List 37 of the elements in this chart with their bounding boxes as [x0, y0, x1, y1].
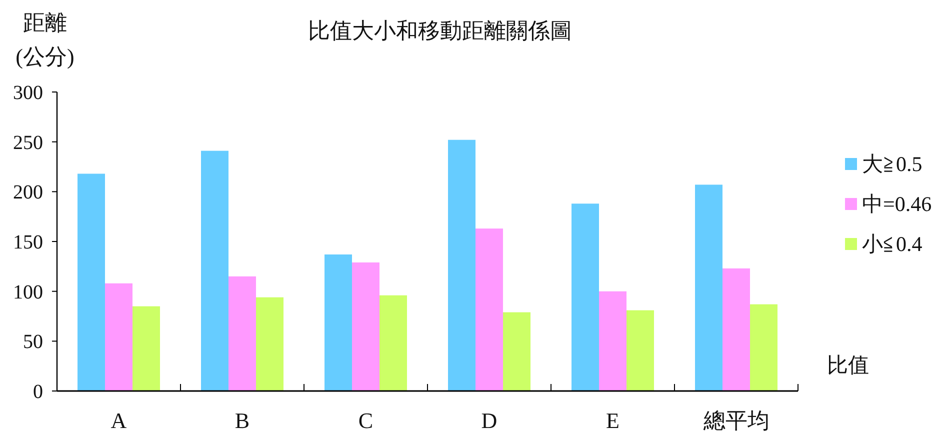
- bar: [324, 254, 352, 391]
- x-tick-label: A: [110, 408, 127, 433]
- x-tick-label: 總平均: [702, 408, 770, 433]
- bar: [448, 140, 476, 391]
- y-tick-label: 100: [13, 281, 43, 304]
- bar: [78, 174, 105, 391]
- y-tick-label: 250: [13, 132, 43, 154]
- y-tick-label: 50: [23, 331, 43, 354]
- legend-label: 中=0.46: [862, 192, 932, 216]
- bar: [599, 291, 626, 391]
- bar: [750, 304, 778, 391]
- bar: [626, 310, 654, 391]
- x-tick-label: B: [234, 408, 250, 433]
- y-tick-label: 150: [13, 232, 43, 254]
- bar: [380, 295, 407, 391]
- bar: [132, 306, 160, 391]
- x-tick-label: E: [606, 408, 620, 433]
- legend-label: 小≦0.4: [862, 232, 923, 256]
- bar: [503, 312, 530, 391]
- x-tick-label: C: [358, 408, 374, 433]
- x-tick-label: D: [481, 408, 498, 433]
- y-tick-label: 200: [13, 182, 43, 204]
- y-tick-label: 300: [13, 82, 43, 104]
- bar: [695, 184, 722, 391]
- y-tick-label: 0: [33, 381, 43, 403]
- bar: [572, 204, 599, 391]
- bar: [228, 276, 256, 391]
- y-axis-title: 距離 (公分): [16, 10, 74, 69]
- bar: [352, 262, 380, 391]
- x-axis-title: 比值: [827, 353, 869, 377]
- bar: [256, 297, 284, 391]
- chart-title: 比值大小和移動距離關係圖: [308, 18, 572, 43]
- bar: [476, 228, 503, 391]
- legend-label: 大≧0.5: [862, 152, 922, 176]
- bar: [105, 283, 132, 391]
- bar: [201, 150, 228, 391]
- bar: [722, 268, 750, 391]
